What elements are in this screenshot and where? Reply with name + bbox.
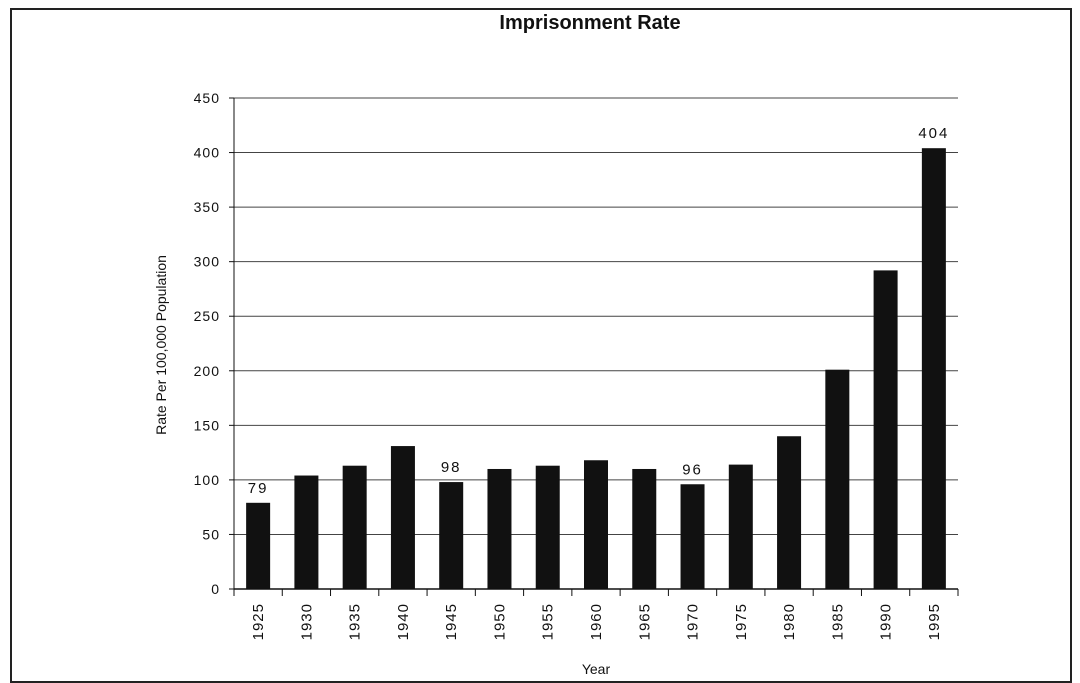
x-tick-label: 1955 xyxy=(540,603,557,640)
bar xyxy=(921,148,946,590)
y-tick-label: 50 xyxy=(202,526,220,542)
x-axis-label: Year xyxy=(582,661,611,677)
bar xyxy=(439,482,464,589)
bar xyxy=(487,468,512,589)
y-tick-label: 350 xyxy=(194,199,220,215)
bar-value-label: 404 xyxy=(918,125,949,142)
x-tick-label: 1950 xyxy=(491,603,508,640)
bar xyxy=(777,436,802,589)
bar xyxy=(342,465,367,589)
bar-value-label: 98 xyxy=(441,459,462,476)
bar xyxy=(584,460,608,589)
bar xyxy=(825,369,850,589)
y-tick-label: 450 xyxy=(194,90,220,106)
x-tick-label: 1995 xyxy=(926,603,943,640)
chart-title: Imprisonment Rate xyxy=(499,12,681,34)
x-tick-label: 1925 xyxy=(250,603,267,640)
y-axis-label: Rate Per 100,000 Population xyxy=(153,255,169,435)
bar xyxy=(294,475,319,589)
x-tick-label: 1970 xyxy=(685,603,702,640)
bars xyxy=(246,148,946,590)
x-tick-label: 1990 xyxy=(878,603,895,640)
x-tick-label: 1935 xyxy=(347,603,364,640)
y-tick-label: 200 xyxy=(194,363,220,379)
bar xyxy=(246,502,271,589)
y-tick-label: 150 xyxy=(194,417,220,433)
x-tick-label: 1945 xyxy=(443,603,460,640)
x-tick-label: 1930 xyxy=(298,603,315,640)
data-labels: 79 98 96 404 xyxy=(248,125,949,497)
x-tick-label: 1980 xyxy=(781,603,798,640)
x-tick-label: 1940 xyxy=(395,603,412,640)
x-tick-label: 1965 xyxy=(636,603,653,640)
x-tick-label: 1960 xyxy=(588,603,605,640)
bar xyxy=(873,270,898,589)
bar-value-label: 79 xyxy=(248,480,269,497)
bar xyxy=(535,465,560,589)
bar xyxy=(632,468,657,589)
y-tick-label: 250 xyxy=(194,308,220,324)
y-tick-label: 100 xyxy=(194,472,220,488)
bar xyxy=(728,464,753,589)
y-tick-label: 400 xyxy=(194,145,220,161)
y-tick-label: 0 xyxy=(211,581,220,597)
x-tick-label: 1975 xyxy=(733,603,750,640)
y-axis: 0 50 100 150 200 250 300 350 400 450 xyxy=(194,90,235,597)
bar xyxy=(390,446,415,589)
y-tick-label: 300 xyxy=(194,254,220,270)
x-axis: 1925 1930 1935 1940 1945 1950 1955 1960 1965 1970… xyxy=(233,588,959,640)
bar xyxy=(680,484,705,589)
x-tick-label: 1985 xyxy=(829,603,846,640)
bar-value-label: 96 xyxy=(682,461,703,478)
